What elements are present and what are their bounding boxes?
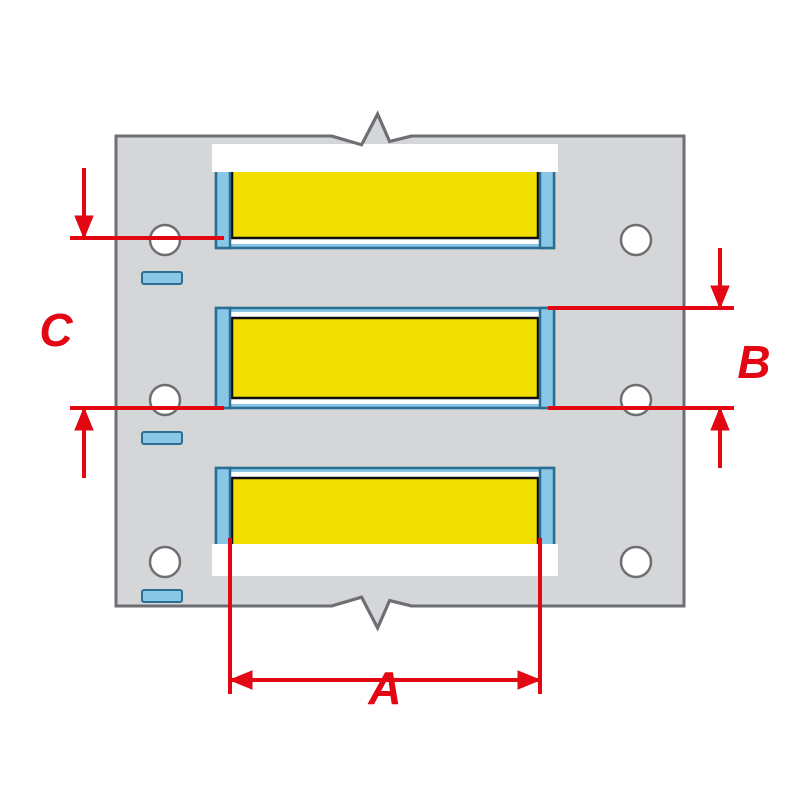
sleeve-label [232,318,538,398]
arrow-head [75,408,93,430]
sprocket-hole [621,225,651,255]
clip-left [216,308,230,408]
sprocket-hole [150,547,180,577]
arrow-head [75,216,93,238]
arrow-head [230,671,252,689]
clip-right [540,308,554,408]
dim-label-c: C [39,304,73,356]
index-tick [142,272,182,284]
arrow-head [518,671,540,689]
arrow-head [711,286,729,308]
dim-label-a: A [367,662,401,714]
sprocket-hole [621,547,651,577]
label-slot [216,308,554,408]
arrow-head [711,408,729,430]
cut-mask [212,544,558,576]
index-tick [142,432,182,444]
index-tick [142,590,182,602]
sprocket-hole [150,385,180,415]
dim-label-b: B [737,336,770,388]
sprocket-hole [621,385,651,415]
label-slot [212,144,558,248]
cut-mask [212,144,558,172]
label-slot [212,468,558,576]
